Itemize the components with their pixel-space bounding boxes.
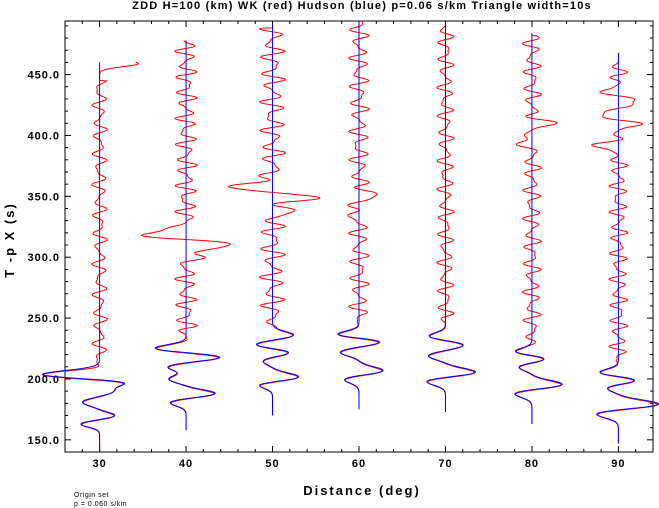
traces [42,21,659,452]
x-tick-label: 80 [525,458,539,470]
x-tick-label: 90 [611,458,625,470]
origin-note: Origin set [74,492,109,499]
wk-trace [140,40,231,431]
ray-parameter-note: p = 0.060 s/km [74,501,127,508]
trace-90-deg [591,52,659,444]
trace-60-deg [337,21,384,410]
wk-trace [591,52,658,444]
wk-trace [338,21,383,410]
hudson-trace [596,52,659,444]
hudson-trace [337,21,384,410]
hudson-trace [514,33,563,424]
x-axis: 30 40 50 60 70 80 90 [81,21,637,470]
x-tick-label: 50 [265,458,279,470]
x-axis-label: Distance (deg) [303,483,421,498]
y-tick-label: 150.0 [27,435,60,447]
hudson-trace [426,22,477,412]
y-tick-label: 350.0 [27,191,60,203]
x-tick-label: 60 [352,458,366,470]
y-tick-label: 450.0 [27,70,60,82]
x-tick-label: 70 [438,458,452,470]
x-tick-label: 30 [92,458,106,470]
hudson-trace [154,40,221,431]
y-tick-label: 400.0 [27,130,60,142]
hudson-trace [255,25,300,416]
trace-40-deg [140,40,231,431]
trace-50-deg [227,25,321,416]
trace-80-deg [514,33,563,424]
y-tick-label: 250.0 [27,313,60,325]
chart-title: ZDD H=100 (km) WK (red) Hudson (blue) p=… [132,0,592,12]
y-axis-label: T -p X (s) [2,202,17,278]
hudson-trace [42,62,126,452]
x-tick-label: 40 [179,458,193,470]
trace-30-deg [42,61,139,452]
trace-70-deg [426,22,477,412]
y-tick-label: 300.0 [27,252,60,264]
